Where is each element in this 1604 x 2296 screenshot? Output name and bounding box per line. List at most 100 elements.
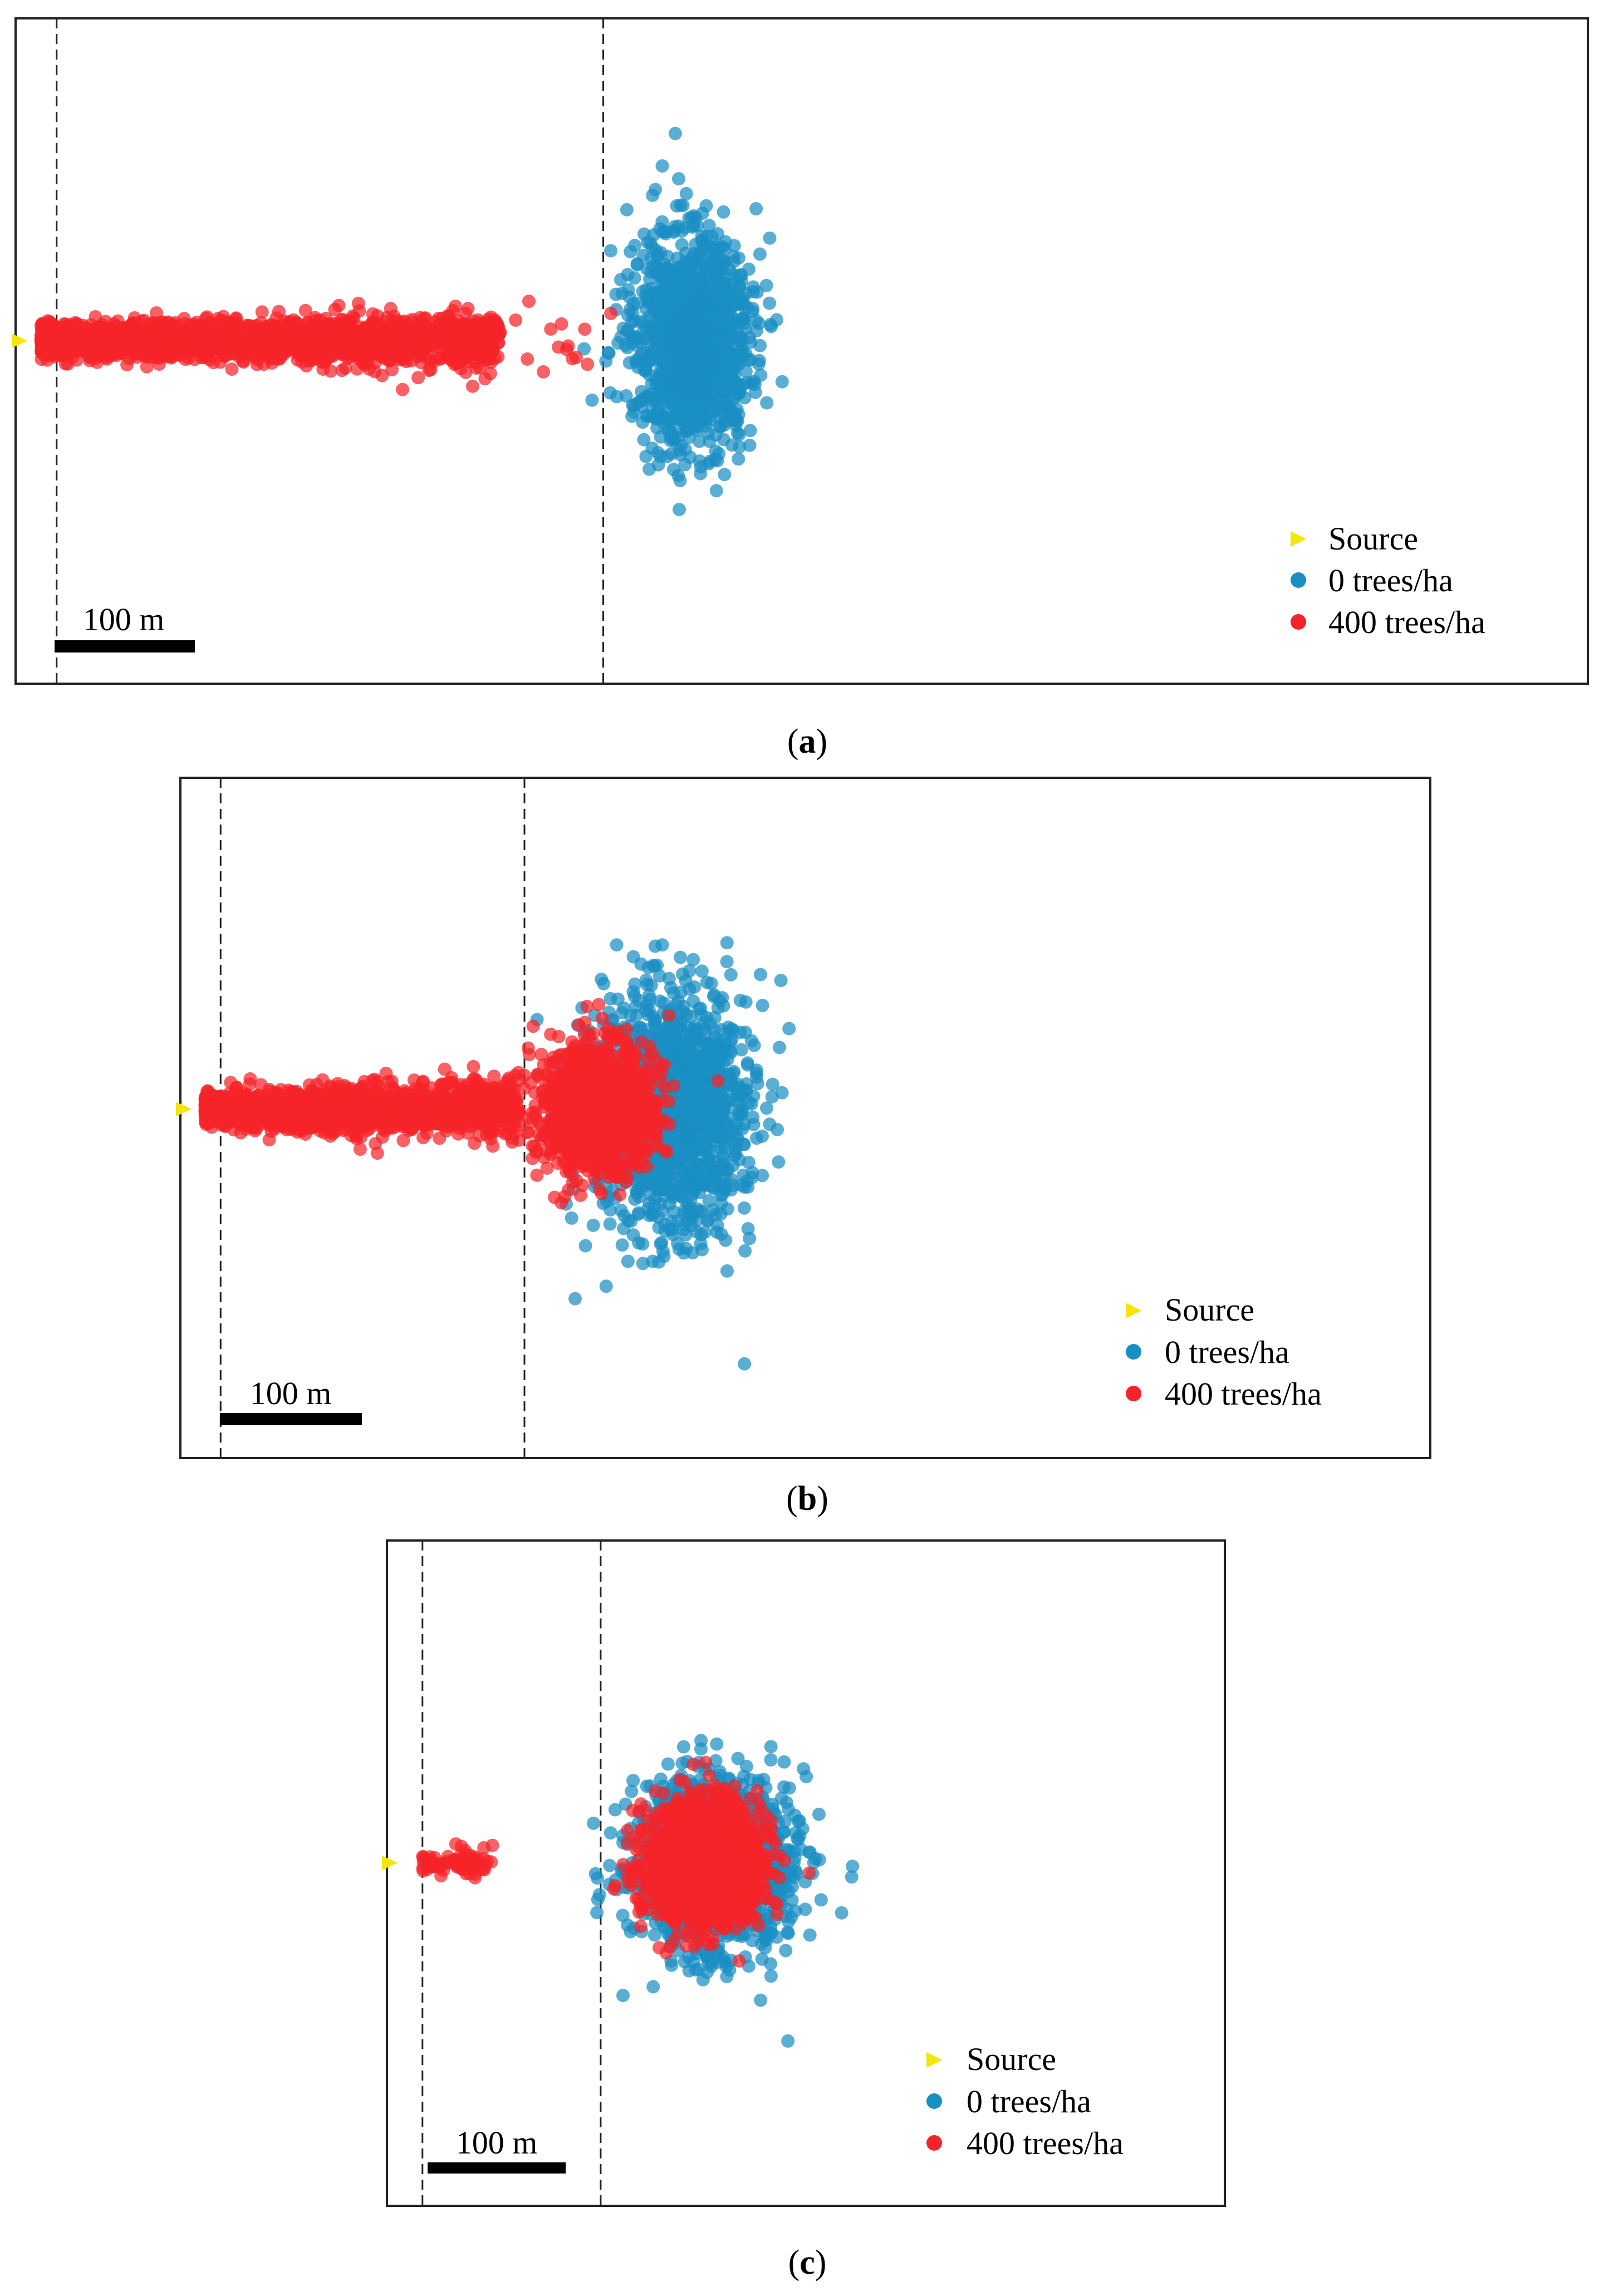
point-0-trees: [674, 950, 688, 964]
point-0-trees: [637, 433, 651, 447]
point-0-trees: [763, 231, 777, 245]
point-0-trees: [695, 360, 709, 374]
point-0-trees: [714, 1227, 728, 1241]
point-0-trees: [604, 992, 617, 1005]
point-0-trees: [695, 1035, 708, 1049]
point-0-trees: [766, 1077, 779, 1091]
point-0-trees: [693, 434, 707, 448]
point-0-trees: [677, 299, 691, 313]
point-400-trees: [479, 336, 493, 350]
point-0-trees: [717, 999, 730, 1013]
point-400-trees: [267, 332, 281, 346]
point-0-trees: [604, 244, 617, 258]
point-0-trees: [715, 332, 728, 346]
point-400-trees: [522, 295, 536, 308]
scale-bar-label: 100 m: [83, 601, 165, 637]
legend-source-label: Source: [1328, 521, 1418, 557]
point-400-trees: [537, 365, 550, 379]
point-0-trees: [662, 972, 676, 985]
point-0-trees: [649, 243, 663, 257]
point-0-trees: [626, 1228, 640, 1242]
point-0-trees: [724, 968, 738, 982]
point-0-trees: [693, 1186, 707, 1200]
point-0-trees: [673, 277, 687, 291]
point-400-trees: [394, 327, 408, 341]
point-0-trees: [585, 393, 599, 407]
point-0-trees: [732, 1081, 746, 1094]
point-400-trees: [390, 349, 404, 363]
point-0-trees: [620, 324, 634, 338]
point-0-trees: [650, 287, 664, 301]
legend-red-icon: [1291, 614, 1306, 630]
point-0-trees: [700, 975, 714, 989]
point-0-trees: [738, 1244, 752, 1258]
point-0-trees: [586, 1218, 600, 1232]
point-0-trees: [749, 202, 763, 215]
point-0-trees: [743, 438, 757, 452]
point-0-trees: [659, 356, 673, 370]
point-400-trees: [465, 379, 479, 393]
point-0-trees: [630, 258, 644, 272]
point-0-trees: [710, 1160, 724, 1174]
point-0-trees: [722, 1021, 735, 1034]
point-0-trees: [610, 390, 624, 404]
point-400-trees: [560, 342, 573, 356]
point-0-trees: [713, 1048, 727, 1062]
point-400-trees: [208, 336, 222, 350]
point-0-trees: [683, 1031, 696, 1045]
point-0-trees: [686, 1246, 700, 1260]
point-0-trees: [692, 1002, 706, 1015]
point-0-trees: [670, 199, 684, 213]
point-0-trees: [694, 467, 707, 480]
point-0-trees: [741, 1222, 755, 1235]
panel-b: 100 m Source 0 trees/ha 400 trees/ha: [176, 777, 1431, 1459]
point-400-trees: [509, 313, 523, 327]
point-0-trees: [690, 382, 704, 396]
point-400-trees: [357, 330, 371, 344]
point-0-trees: [657, 996, 671, 1010]
point-400-trees: [324, 364, 338, 378]
point-400-trees: [353, 349, 367, 363]
point-0-trees: [642, 1209, 656, 1223]
point-0-trees: [704, 1179, 718, 1193]
point-0-trees: [732, 428, 746, 441]
point-400-trees: [544, 322, 558, 336]
point-400-trees: [77, 338, 91, 351]
point-400-trees: [187, 321, 200, 335]
point-0-trees: [688, 332, 702, 346]
point-0-trees: [732, 452, 745, 466]
point-0-trees: [621, 308, 635, 322]
point-400-trees: [113, 329, 127, 342]
point-0-trees: [753, 968, 767, 982]
point-0-trees: [719, 1117, 733, 1131]
point-400-trees: [365, 316, 379, 330]
point-0-trees: [703, 454, 717, 468]
point-0-trees: [720, 1202, 734, 1216]
point-0-trees: [771, 1122, 784, 1136]
point-0-trees: [737, 297, 751, 311]
point-0-trees: [686, 1068, 700, 1082]
point-0-trees: [649, 183, 663, 197]
point-0-trees: [648, 1192, 662, 1206]
point-400-trees: [372, 347, 386, 361]
point-400-trees: [145, 346, 159, 359]
point-0-trees: [749, 323, 763, 337]
point-0-trees: [703, 378, 717, 392]
point-0-trees: [702, 218, 716, 232]
point-400-trees: [475, 321, 489, 335]
point-0-trees: [599, 354, 613, 368]
point-0-trees: [615, 1238, 629, 1252]
point-0-trees: [727, 250, 740, 264]
point-0-trees: [733, 440, 747, 454]
point-0-trees: [657, 1249, 671, 1263]
point-0-trees: [699, 1075, 713, 1088]
point-0-trees: [760, 1101, 773, 1115]
point-0-trees: [763, 296, 777, 310]
point-0-trees: [748, 377, 762, 391]
point-0-trees: [760, 396, 774, 410]
point-0-trees: [686, 286, 700, 300]
point-400-trees: [218, 350, 232, 364]
point-0-trees: [663, 1197, 676, 1211]
point-400-trees: [411, 371, 425, 385]
